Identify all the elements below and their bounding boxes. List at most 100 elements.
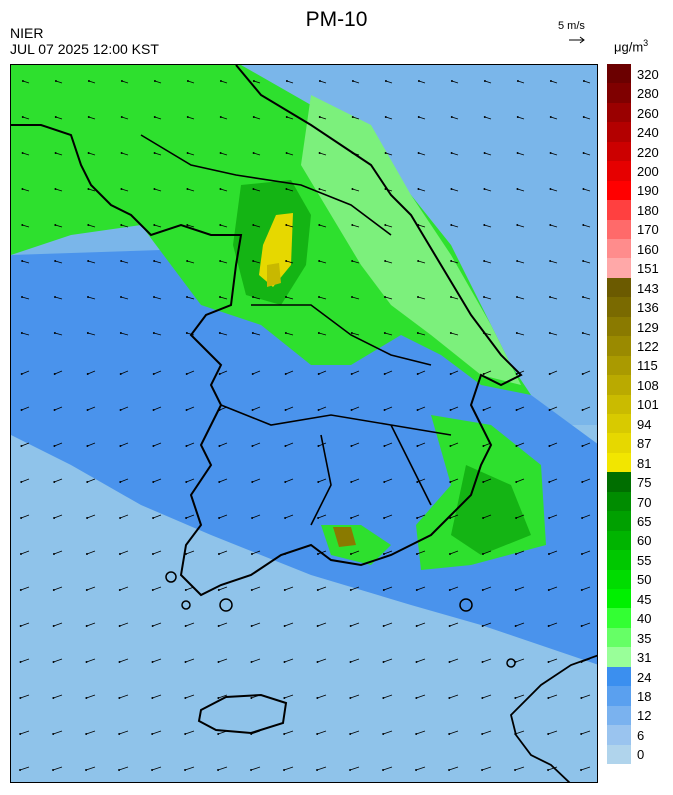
wind-arrow-head-icon — [118, 697, 121, 699]
wind-arrow-head-icon — [152, 517, 155, 519]
wind-arrow-icon — [581, 622, 591, 627]
wind-arrow-head-icon — [185, 445, 188, 447]
wind-arrow-head-icon — [382, 625, 385, 627]
wind-arrow-icon — [85, 766, 96, 771]
wind-arrow-icon — [384, 370, 393, 375]
wind-arrow-head-icon — [252, 296, 255, 298]
wind-arrow-head-icon — [119, 373, 122, 375]
wind-arrow-icon — [88, 260, 96, 264]
wind-arrow-head-icon — [219, 80, 222, 82]
wind-vector-field — [19, 80, 591, 771]
wind-arrow-icon — [55, 224, 63, 228]
wind-arrow-icon — [319, 224, 327, 228]
wind-arrow-icon — [351, 406, 360, 411]
wind-arrow-head-icon — [582, 188, 585, 190]
wind-arrow-head-icon — [515, 445, 518, 447]
wind-arrow-head-icon — [448, 733, 451, 735]
wind-arrow-head-icon — [515, 332, 518, 334]
wind-arrow-head-icon — [448, 769, 451, 771]
wind-arrow-head-icon — [350, 445, 353, 447]
wind-arrow-head-icon — [218, 332, 221, 334]
wind-arrow-head-icon — [516, 260, 519, 262]
wind-arrow-head-icon — [285, 296, 288, 298]
wind-arrow-head-icon — [382, 661, 385, 663]
wind-arrow-head-icon — [53, 409, 56, 411]
wind-arrow-head-icon — [118, 625, 121, 627]
wind-arrow-icon — [86, 514, 96, 519]
wind-arrow-icon — [317, 694, 327, 699]
wind-arrow-icon — [582, 478, 591, 483]
wind-arrow-head-icon — [119, 409, 122, 411]
wind-arrow-icon — [450, 296, 459, 300]
wind-arrow-icon — [21, 296, 30, 300]
wind-arrow-head-icon — [384, 260, 387, 262]
wind-arrow-head-icon — [20, 517, 23, 519]
wind-arrow-head-icon — [582, 224, 585, 226]
wind-arrow-icon — [21, 406, 30, 411]
wind-arrow-head-icon — [52, 625, 55, 627]
wind-arrow-icon — [219, 406, 228, 411]
wind-arrow-icon — [55, 188, 63, 192]
wind-arrow-icon — [20, 514, 30, 519]
legend-tick-label: 81 — [637, 455, 652, 471]
wind-arrow-icon — [185, 586, 195, 591]
wind-arrow-icon — [151, 766, 162, 771]
wind-arrow-head-icon — [120, 260, 123, 262]
wind-arrow-head-icon — [449, 445, 452, 447]
wind-arrow-head-icon — [153, 188, 156, 190]
wind-arrow-head-icon — [384, 188, 387, 190]
wind-arrow-icon — [317, 586, 327, 591]
wind-arrow-icon — [317, 622, 327, 627]
wind-arrow-head-icon — [184, 733, 187, 735]
legend-swatch — [607, 219, 631, 240]
wind-arrow-icon — [52, 766, 63, 771]
legend-tick-label: 94 — [637, 416, 652, 432]
wind-arrow-icon — [220, 224, 228, 228]
legend-swatch — [607, 472, 631, 493]
wind-arrow-icon — [516, 406, 525, 411]
wind-arrow-icon — [484, 80, 492, 84]
legend-swatch — [607, 200, 631, 221]
wind-arrow-icon — [449, 658, 459, 663]
legend-swatch — [607, 83, 631, 104]
wind-arrow-head-icon — [515, 481, 518, 483]
wind-arrow-icon — [220, 188, 228, 192]
legend-tick-label: 220 — [637, 144, 659, 160]
wind-arrow-head-icon — [251, 517, 254, 519]
wind-arrow-icon — [482, 586, 492, 591]
wind-arrow-icon — [22, 188, 30, 192]
wind-arrow-icon — [88, 224, 96, 228]
wind-arrow-head-icon — [186, 80, 189, 82]
wind-arrow-head-icon — [21, 296, 24, 298]
legend-tick-label: 12 — [637, 708, 652, 724]
wind-arrow-head-icon — [118, 769, 121, 771]
wind-arrow-icon — [20, 730, 30, 735]
wind-arrow-icon — [515, 658, 525, 663]
wind-arrow-icon — [185, 622, 195, 627]
wind-arrow-icon — [119, 622, 129, 627]
wind-arrow-head-icon — [153, 260, 156, 262]
wind-arrow-head-icon — [118, 553, 121, 555]
wind-arrow-icon — [86, 586, 96, 591]
wind-arrow-head-icon — [219, 296, 222, 298]
wind-arrow-head-icon — [351, 260, 354, 262]
legend-tick-label: 55 — [637, 552, 652, 568]
wind-arrow-icon — [121, 260, 129, 264]
legend-tick-label: 70 — [637, 494, 652, 510]
wind-arrow-head-icon — [450, 296, 453, 298]
wind-arrow-head-icon — [19, 589, 22, 591]
wind-arrow-icon — [286, 80, 294, 84]
wind-arrow-icon — [416, 658, 426, 663]
legend-swatch — [607, 744, 631, 765]
wind-arrow-head-icon — [285, 224, 288, 226]
wind-arrow-head-icon — [251, 373, 254, 375]
unit-label: μg/m3 — [614, 38, 649, 55]
wind-arrow-icon — [218, 514, 228, 519]
wind-arrow-icon — [186, 478, 195, 483]
wind-arrow-icon — [416, 550, 426, 555]
wind-arrow-head-icon — [20, 481, 23, 483]
wind-arrow-icon — [384, 406, 393, 411]
wind-arrow-head-icon — [515, 373, 518, 375]
wind-arrow-icon — [449, 622, 459, 627]
wind-arrow-head-icon — [349, 733, 352, 735]
